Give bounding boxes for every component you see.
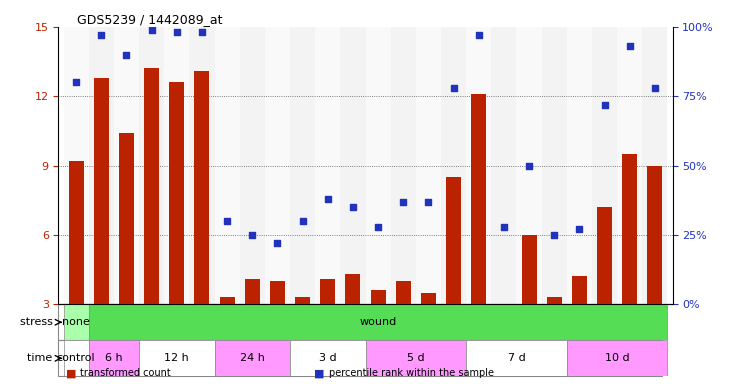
Bar xyxy=(88,27,114,304)
Bar xyxy=(390,27,416,304)
Bar xyxy=(119,133,134,304)
Text: stress: stress xyxy=(20,317,56,327)
Bar xyxy=(139,340,214,376)
Bar xyxy=(240,27,265,304)
Bar xyxy=(395,281,411,304)
Bar xyxy=(69,161,83,304)
Text: wound: wound xyxy=(360,317,397,327)
Point xyxy=(272,240,284,246)
Bar xyxy=(446,177,461,304)
Bar xyxy=(290,27,315,304)
Bar xyxy=(189,27,214,304)
Bar xyxy=(139,27,164,304)
Bar xyxy=(88,340,139,376)
Point xyxy=(221,218,233,224)
Bar xyxy=(265,27,290,304)
Bar xyxy=(466,27,491,304)
Bar xyxy=(421,293,436,304)
Bar xyxy=(270,281,285,304)
Point xyxy=(70,79,82,85)
Bar xyxy=(491,27,517,304)
Bar xyxy=(169,82,184,304)
Point xyxy=(649,85,661,91)
Bar xyxy=(521,235,537,304)
Point xyxy=(447,85,459,91)
Text: 5 d: 5 d xyxy=(407,353,425,363)
Bar xyxy=(295,297,310,304)
Bar xyxy=(567,27,592,304)
Point xyxy=(196,29,208,35)
Bar xyxy=(517,27,542,304)
Point xyxy=(96,32,107,38)
Bar xyxy=(219,297,235,304)
Text: 24 h: 24 h xyxy=(240,353,265,363)
Bar xyxy=(214,27,240,304)
Bar xyxy=(114,27,139,304)
Bar xyxy=(194,71,210,304)
Bar xyxy=(144,68,159,304)
Text: time: time xyxy=(27,353,56,363)
Point xyxy=(246,232,258,238)
Point xyxy=(548,232,560,238)
Bar xyxy=(371,290,386,304)
Bar xyxy=(416,27,441,304)
Text: control: control xyxy=(57,353,96,363)
Point xyxy=(372,223,384,230)
Bar xyxy=(471,94,486,304)
Bar xyxy=(466,340,567,376)
Text: 10 d: 10 d xyxy=(605,353,629,363)
Bar xyxy=(64,304,88,340)
Point xyxy=(523,162,535,169)
Bar xyxy=(617,27,643,304)
Bar xyxy=(366,340,466,376)
Point xyxy=(574,226,586,232)
Bar xyxy=(320,279,336,304)
Point xyxy=(347,204,359,210)
Bar xyxy=(542,27,567,304)
Text: transformed count: transformed count xyxy=(80,368,171,378)
Bar xyxy=(164,27,189,304)
Point xyxy=(297,218,308,224)
Text: 7 d: 7 d xyxy=(507,353,526,363)
Point xyxy=(624,43,635,50)
Bar xyxy=(648,166,662,304)
Bar xyxy=(597,207,612,304)
Point xyxy=(498,223,510,230)
Bar xyxy=(64,340,88,376)
Bar xyxy=(643,27,667,304)
Text: 6 h: 6 h xyxy=(105,353,123,363)
Bar xyxy=(245,279,260,304)
Point xyxy=(423,199,434,205)
Bar xyxy=(345,274,360,304)
Text: percentile rank within the sample: percentile rank within the sample xyxy=(329,368,494,378)
Bar xyxy=(214,340,290,376)
Text: none: none xyxy=(62,317,90,327)
Point xyxy=(599,101,610,108)
Point xyxy=(473,32,485,38)
Point xyxy=(322,196,333,202)
Bar xyxy=(64,27,88,304)
Bar xyxy=(572,276,587,304)
Point xyxy=(171,29,183,35)
Text: ■: ■ xyxy=(314,368,325,378)
Text: GDS5239 / 1442089_at: GDS5239 / 1442089_at xyxy=(77,13,222,26)
Bar xyxy=(315,27,341,304)
Text: 3 d: 3 d xyxy=(319,353,336,363)
Bar xyxy=(290,340,366,376)
Bar xyxy=(547,297,562,304)
Bar xyxy=(441,27,466,304)
Bar xyxy=(366,27,390,304)
Bar xyxy=(94,78,109,304)
Bar xyxy=(592,27,617,304)
Text: ■: ■ xyxy=(66,368,76,378)
Bar xyxy=(567,340,667,376)
Text: 12 h: 12 h xyxy=(164,353,189,363)
Bar xyxy=(341,27,366,304)
Bar xyxy=(622,154,637,304)
Point xyxy=(145,26,157,33)
Point xyxy=(121,51,132,58)
Point xyxy=(398,199,409,205)
